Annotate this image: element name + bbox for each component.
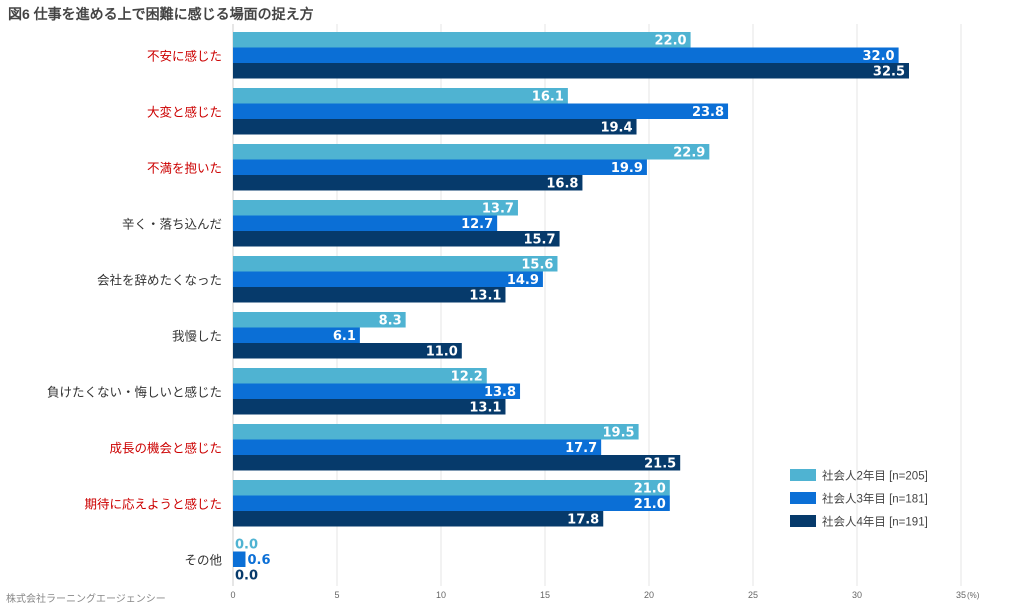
x-tick-label: 25 bbox=[748, 590, 758, 600]
data-label: 0.0 bbox=[235, 569, 258, 584]
category-label: 不満を抱いた bbox=[147, 160, 222, 175]
data-label: 6.1 bbox=[333, 329, 356, 344]
bar bbox=[233, 175, 583, 191]
x-tick-label: 35 bbox=[956, 590, 966, 600]
data-label: 11.0 bbox=[426, 345, 458, 360]
data-label: 12.7 bbox=[461, 217, 493, 232]
bar bbox=[233, 511, 604, 527]
x-tick-label: 10 bbox=[436, 590, 446, 600]
x-tick-label: 0 bbox=[230, 590, 235, 600]
category-label: 不安に感じた bbox=[147, 48, 222, 63]
data-label: 19.5 bbox=[603, 426, 635, 441]
bar bbox=[233, 119, 637, 135]
bar bbox=[233, 368, 487, 384]
data-label: 13.1 bbox=[469, 401, 501, 416]
bar bbox=[233, 287, 506, 303]
category-label: 期待に応えようと感じた bbox=[84, 496, 222, 511]
data-label: 17.8 bbox=[567, 513, 599, 528]
data-label: 32.5 bbox=[873, 65, 905, 80]
bar bbox=[233, 215, 498, 231]
bar bbox=[233, 424, 639, 440]
bar bbox=[233, 383, 521, 399]
chart-title: 図6 仕事を進める上で困難に感じる場面の捉え方 bbox=[8, 6, 314, 22]
legend-swatch bbox=[790, 492, 816, 504]
legend-label: 社会人2年目 [n=205] bbox=[822, 469, 928, 483]
bar bbox=[233, 88, 568, 104]
legend-swatch bbox=[790, 469, 816, 481]
bar bbox=[233, 551, 246, 567]
data-label: 13.1 bbox=[469, 289, 501, 304]
legend-label: 社会人4年目 [n=191] bbox=[822, 515, 928, 529]
data-label: 15.7 bbox=[523, 233, 555, 248]
data-label: 21.5 bbox=[644, 457, 676, 472]
category-label: 負けたくない・悔しいと感じた bbox=[47, 384, 222, 399]
x-tick-label: 5 bbox=[334, 590, 339, 600]
data-label: 16.1 bbox=[532, 90, 564, 105]
data-label: 16.8 bbox=[546, 177, 578, 192]
bar bbox=[233, 144, 710, 160]
bar bbox=[233, 312, 406, 328]
legend-label: 社会人3年目 [n=181] bbox=[822, 492, 928, 506]
bar bbox=[233, 343, 462, 359]
bar bbox=[233, 480, 670, 496]
bar bbox=[233, 495, 670, 511]
data-label: 15.6 bbox=[521, 258, 553, 273]
x-tick-label: 20 bbox=[644, 590, 654, 600]
data-label: 22.9 bbox=[673, 146, 705, 161]
data-label: 19.4 bbox=[600, 121, 632, 136]
bar bbox=[233, 271, 543, 287]
category-label: 我慢した bbox=[172, 329, 222, 343]
data-label: 21.0 bbox=[634, 497, 666, 512]
bar bbox=[233, 455, 681, 471]
category-label: 会社を辞めたくなった bbox=[97, 272, 222, 287]
bar bbox=[233, 256, 558, 272]
data-label: 32.0 bbox=[863, 49, 895, 64]
bar bbox=[233, 159, 647, 175]
bar bbox=[233, 103, 729, 119]
data-label: 13.8 bbox=[484, 385, 516, 400]
category-label: 辛く・落ち込んだ bbox=[122, 217, 222, 231]
bar bbox=[233, 231, 560, 247]
legend-swatch bbox=[790, 515, 816, 527]
data-label: 8.3 bbox=[379, 314, 402, 329]
category-label: その他 bbox=[184, 553, 222, 567]
bar bbox=[233, 63, 909, 79]
data-label: 14.9 bbox=[507, 273, 539, 288]
data-label: 13.7 bbox=[482, 202, 514, 217]
bar bbox=[233, 399, 506, 415]
bar bbox=[233, 32, 691, 48]
x-tick-label: 30 bbox=[852, 590, 862, 600]
source-credit: 株式会社ラーニングエージェンシー bbox=[6, 594, 166, 605]
bar bbox=[233, 47, 899, 63]
x-unit-label: (%) bbox=[967, 591, 980, 600]
data-label: 19.9 bbox=[611, 161, 643, 176]
category-label: 大変と感じた bbox=[147, 104, 222, 119]
data-label: 21.0 bbox=[634, 482, 666, 497]
data-label: 17.7 bbox=[565, 441, 597, 456]
data-label: 12.2 bbox=[451, 370, 483, 385]
category-label: 成長の機会と感じた bbox=[109, 440, 222, 455]
data-label: 23.8 bbox=[692, 105, 724, 120]
x-tick-label: 15 bbox=[540, 590, 550, 600]
data-label: 0.6 bbox=[247, 553, 270, 568]
bar bbox=[233, 327, 360, 343]
data-label: 0.0 bbox=[235, 538, 258, 553]
bar bbox=[233, 439, 602, 455]
bar bbox=[233, 200, 518, 216]
data-label: 22.0 bbox=[655, 34, 687, 49]
